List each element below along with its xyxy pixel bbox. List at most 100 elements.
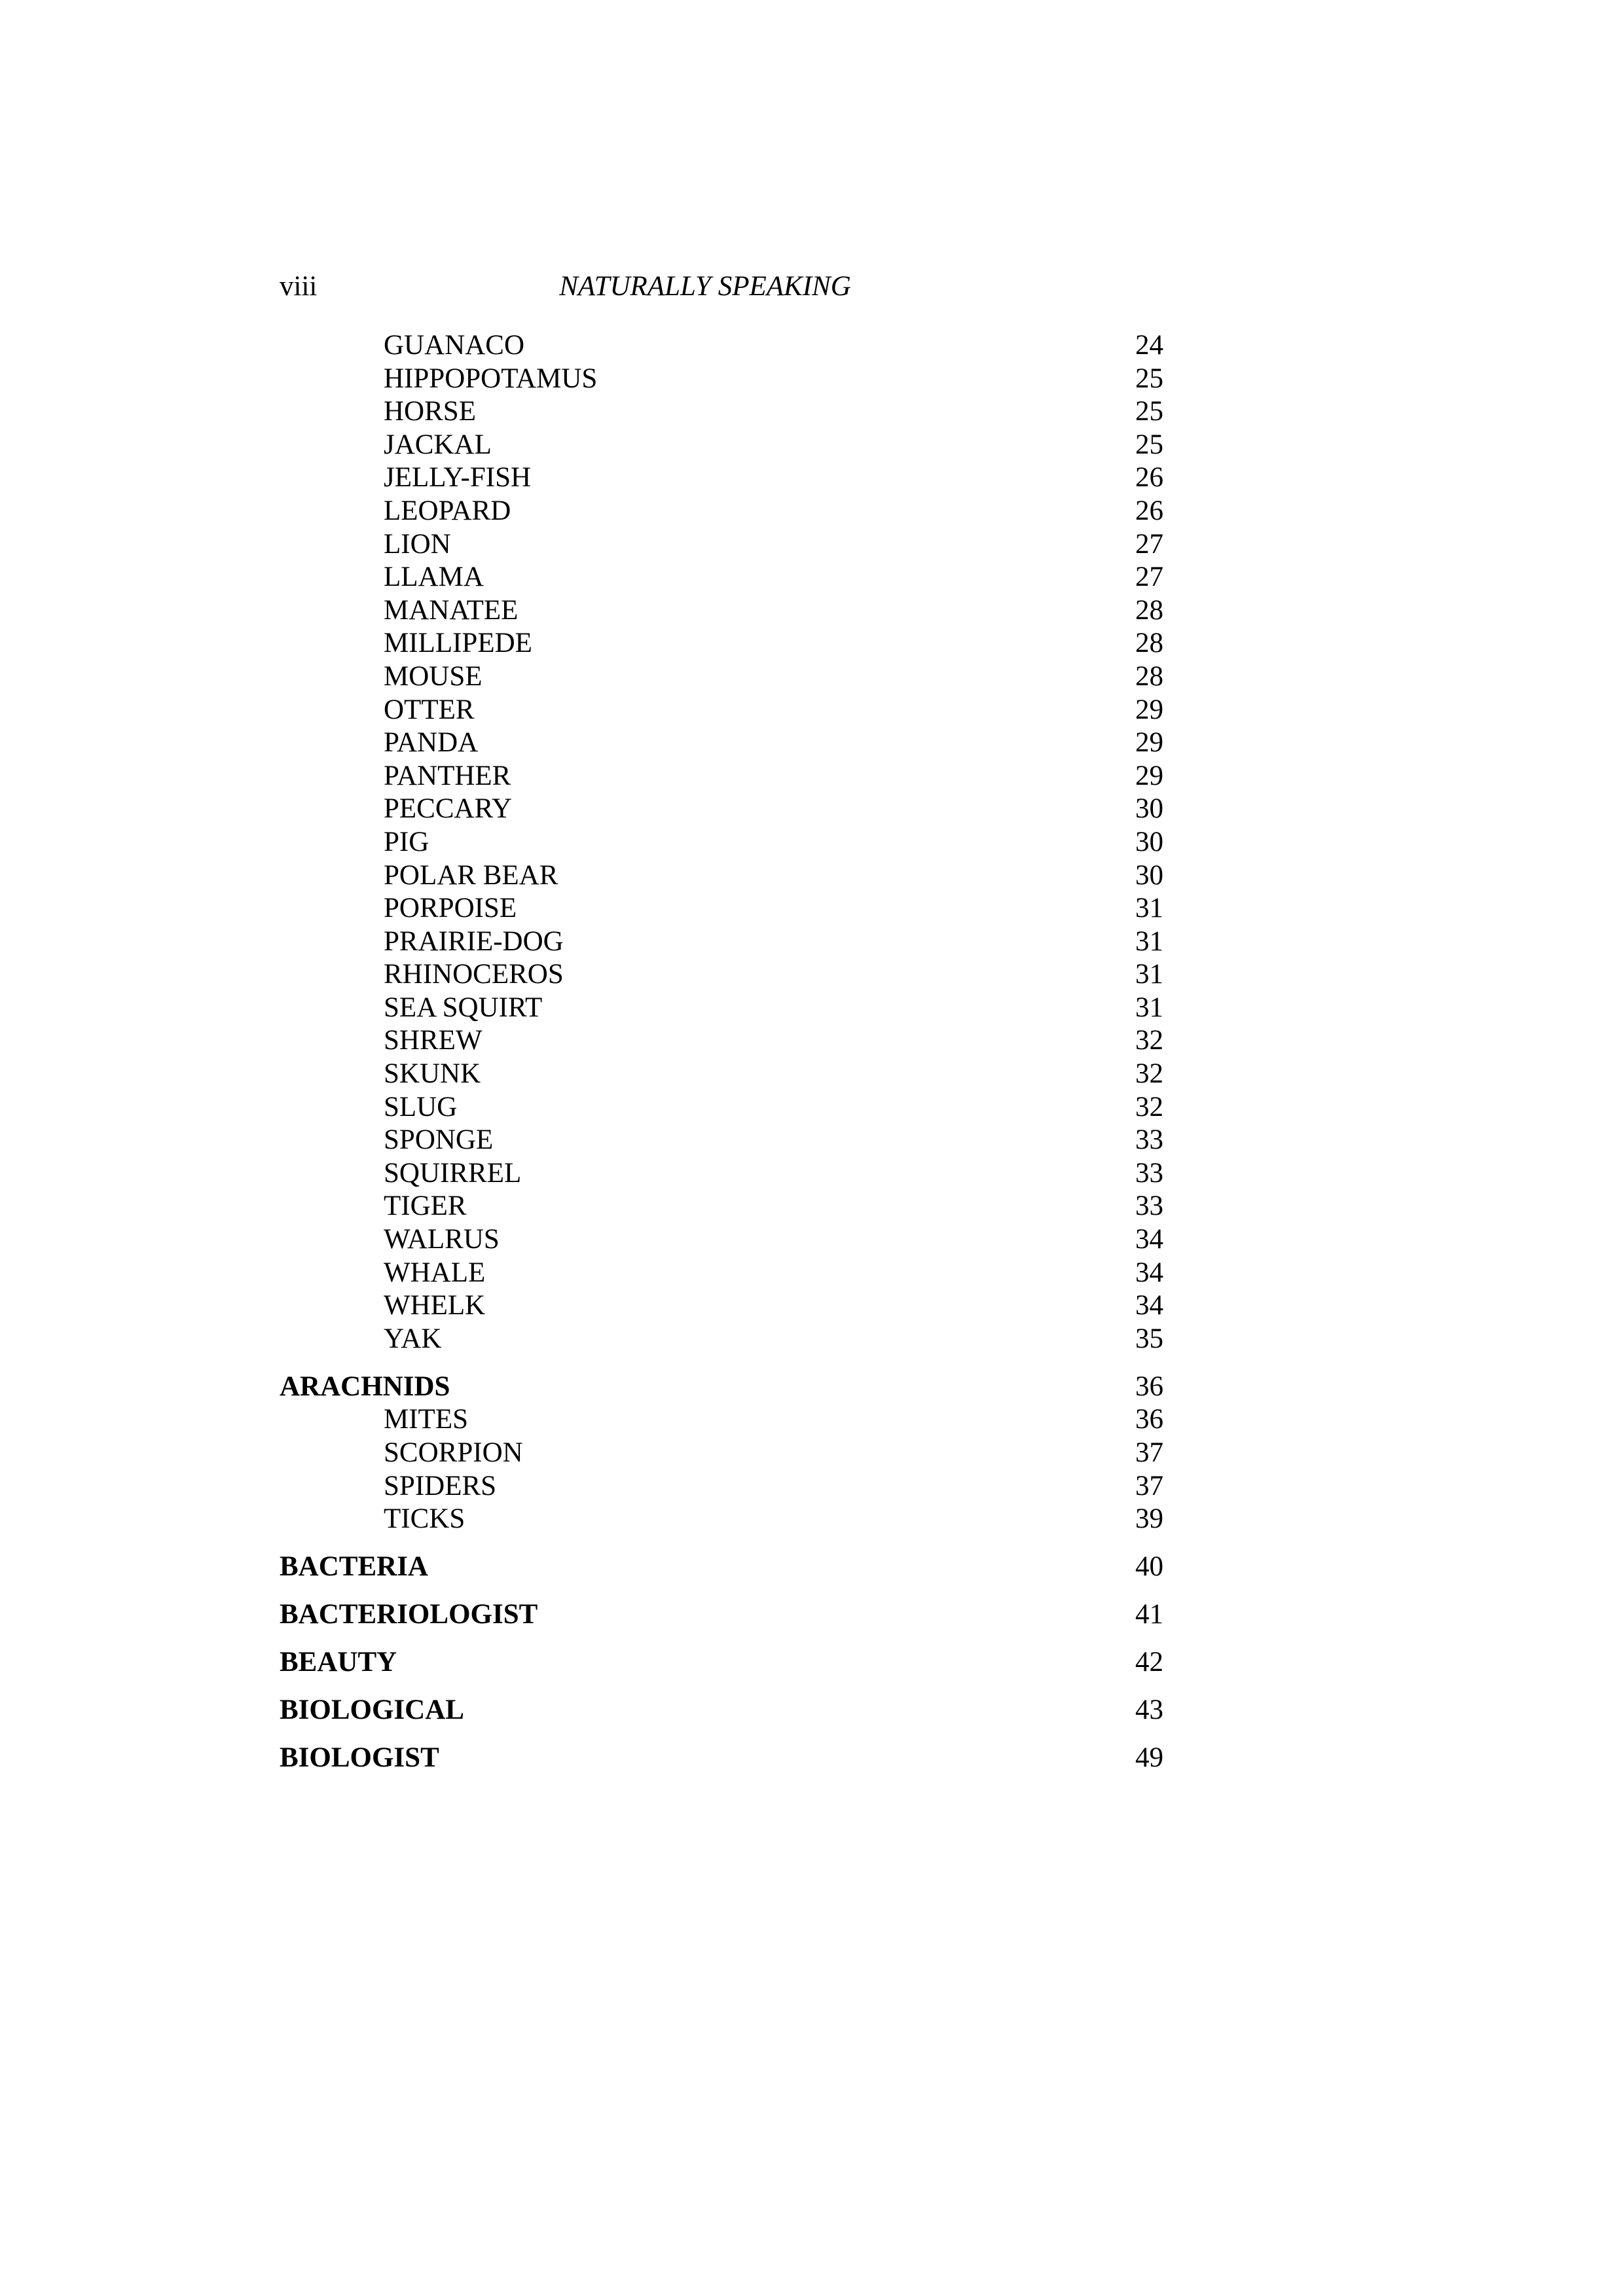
toc-entry: PIG 30	[280, 826, 1163, 859]
entry-page-number: 31	[1135, 959, 1163, 990]
entry-page-number: 41	[1135, 1599, 1163, 1630]
entry-label: HIPPOPOTAMUS	[384, 363, 598, 394]
entry-page-number: 30	[1135, 826, 1163, 857]
entry-page-number: 27	[1135, 562, 1163, 593]
entry-label: SQUIRREL	[384, 1157, 522, 1189]
entry-label: LION	[384, 528, 451, 560]
entry-label: WALRUS	[384, 1224, 500, 1255]
entry-page-number: 34	[1135, 1257, 1163, 1288]
page-number: viii	[280, 271, 318, 302]
running-title: NATURALLY SPEAKING	[559, 271, 851, 302]
entry-label: RHINOCEROS	[384, 959, 564, 990]
toc-entry: PRAIRIE-DOG 31	[280, 925, 1163, 959]
page-header: viii NATURALLY SPEAKING	[280, 270, 1163, 304]
entry-label: LLAMA	[384, 562, 484, 593]
entry-label: GUANACO	[384, 330, 524, 361]
entry-label: HORSE	[384, 396, 476, 427]
entry-page-number: 29	[1135, 694, 1163, 725]
toc-entry: GUANACO 24	[280, 329, 1163, 363]
table-of-contents: GUANACO 24 HIPPOPOTAMUS 25 HORSE 25 JACKAL 25 JE…	[280, 329, 1163, 1775]
entry-label: MILLIPEDE	[384, 628, 532, 659]
toc-entry: SPONGE 33	[280, 1124, 1163, 1157]
entry-label: BIOLOGICAL	[280, 1695, 464, 1726]
toc-section-entry: BACTERIA 40	[280, 1551, 1163, 1584]
entry-page-number: 29	[1135, 760, 1163, 791]
toc-section-entry: BEAUTY 42	[280, 1646, 1163, 1679]
toc-entry: PANTHER 29	[280, 760, 1163, 793]
toc-entry: PANDA 29	[280, 726, 1163, 760]
entry-page-number: 33	[1135, 1124, 1163, 1156]
toc-entry: OTTER 29	[280, 694, 1163, 727]
entry-label: PANTHER	[384, 760, 511, 791]
toc-entry: LLAMA 27	[280, 561, 1163, 594]
entry-page-number: 27	[1135, 528, 1163, 560]
toc-section-entry: ARACHNIDS 36	[280, 1371, 1163, 1404]
toc-entry: RHINOCEROS 31	[280, 958, 1163, 992]
entry-page-number: 32	[1135, 1025, 1163, 1056]
toc-entry: SKUNK 32	[280, 1058, 1163, 1091]
entry-page-number: 29	[1135, 727, 1163, 759]
entry-label: JELLY-FISH	[384, 462, 532, 493]
entry-label: PECCARY	[384, 793, 512, 825]
entry-label: SPONGE	[384, 1124, 494, 1156]
entry-label: OTTER	[384, 694, 475, 725]
entry-label: PANDA	[384, 727, 479, 759]
toc-entry: HORSE 25	[280, 395, 1163, 429]
toc-entry: JELLY-FISH 26	[280, 461, 1163, 495]
toc-entry: LION 27	[280, 528, 1163, 562]
entry-page-number: 40	[1135, 1551, 1163, 1583]
toc-entry: SQUIRREL 33	[280, 1157, 1163, 1191]
entry-page-number: 25	[1135, 429, 1163, 460]
entry-label: PRAIRIE-DOG	[384, 925, 564, 957]
entry-page-number: 37	[1135, 1437, 1163, 1468]
entry-page-number: 31	[1135, 893, 1163, 924]
entry-label: BACTERIOLOGIST	[280, 1599, 538, 1630]
toc-section-entry: BIOLOGICAL 43	[280, 1694, 1163, 1727]
entry-page-number: 36	[1135, 1404, 1163, 1435]
toc-entry: PECCARY 30	[280, 793, 1163, 826]
toc-entry: YAK 35	[280, 1323, 1163, 1356]
entry-page-number: 34	[1135, 1290, 1163, 1321]
entry-label: SLUG	[384, 1091, 458, 1122]
toc-entry: WHELK 34	[280, 1289, 1163, 1323]
toc-entry: TICKS 39	[280, 1503, 1163, 1536]
entry-label: TICKS	[384, 1503, 465, 1535]
entry-page-number: 36	[1135, 1371, 1163, 1402]
toc-entry: HIPPOPOTAMUS 25	[280, 363, 1163, 396]
entry-page-number: 25	[1135, 396, 1163, 427]
toc-entry: POLAR BEAR 30	[280, 859, 1163, 893]
entry-label: LEOPARD	[384, 495, 511, 526]
toc-entry: SLUG 32	[280, 1091, 1163, 1124]
entry-label: BACTERIA	[280, 1551, 428, 1583]
entry-page-number: 28	[1135, 660, 1163, 692]
entry-page-number: 26	[1135, 462, 1163, 493]
entry-label: YAK	[384, 1323, 442, 1354]
entry-label: SHREW	[384, 1025, 483, 1056]
entry-label: PIG	[384, 826, 429, 857]
toc-section-entry: BIOLOGIST 49	[280, 1742, 1163, 1775]
entry-label: BIOLOGIST	[280, 1742, 439, 1774]
entry-page-number: 24	[1135, 330, 1163, 361]
entry-label: ARACHNIDS	[280, 1371, 450, 1402]
entry-label: SPIDERS	[384, 1470, 497, 1501]
toc-entry: SCORPION 37	[280, 1437, 1163, 1470]
entry-page-number: 32	[1135, 1058, 1163, 1090]
toc-entry: LEOPARD 26	[280, 495, 1163, 528]
entry-page-number: 34	[1135, 1224, 1163, 1255]
toc-entry: MANATEE 28	[280, 594, 1163, 628]
entry-label: SEA SQUIRT	[384, 992, 543, 1023]
entry-label: POLAR BEAR	[384, 859, 558, 891]
entry-page-number: 28	[1135, 628, 1163, 659]
entry-page-number: 35	[1135, 1323, 1163, 1354]
toc-entry: MILLIPEDE 28	[280, 627, 1163, 660]
entry-page-number: 42	[1135, 1647, 1163, 1678]
entry-page-number: 43	[1135, 1695, 1163, 1726]
entry-page-number: 31	[1135, 992, 1163, 1023]
entry-label: BEAUTY	[280, 1647, 397, 1678]
toc-entry: WALRUS 34	[280, 1223, 1163, 1257]
entry-page-number: 26	[1135, 495, 1163, 526]
toc-entry: SEA SQUIRT 31	[280, 992, 1163, 1025]
toc-entry: TIGER 33	[280, 1190, 1163, 1223]
entry-label: SKUNK	[384, 1058, 481, 1090]
entry-label: WHELK	[384, 1290, 486, 1321]
